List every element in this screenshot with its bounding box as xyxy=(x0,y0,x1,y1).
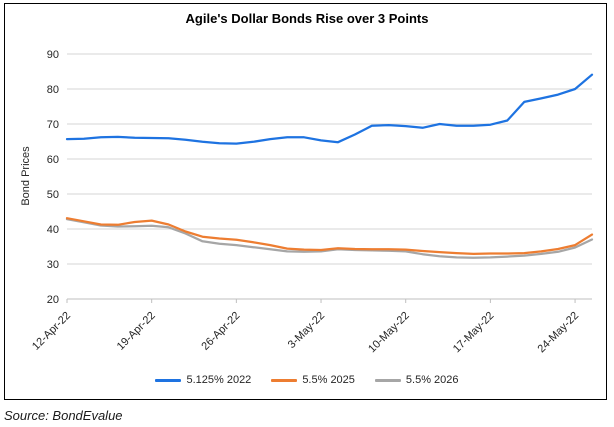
y-tick-label: 60 xyxy=(47,154,59,166)
x-tick-label: 19-Apr-22 xyxy=(115,310,158,353)
legend-swatch xyxy=(271,378,298,382)
x-tick-label: 12-Apr-22 xyxy=(30,310,73,353)
legend-label: 5.5% 2026 xyxy=(405,374,459,386)
x-tick-label: 10-May-22 xyxy=(366,310,412,356)
y-tick-label: 30 xyxy=(47,259,59,271)
legend-swatch xyxy=(374,378,401,382)
legend: 5.125% 2022 5.5% 2025 5.5% 2026 xyxy=(0,374,614,386)
source-caption: Source: BondEvalue xyxy=(4,408,123,423)
y-tick-label: 40 xyxy=(47,224,59,236)
legend-label: 5.5% 2025 xyxy=(302,374,355,386)
series-line-5.5%-2025 xyxy=(65,217,594,256)
series-line-5.125%-2022 xyxy=(65,73,594,145)
y-tick-label: 50 xyxy=(47,189,59,201)
y-tick-label: 90 xyxy=(47,49,59,61)
chart-frame xyxy=(4,3,607,400)
y-tick-label: 20 xyxy=(47,294,59,306)
x-tick-label: 17-May-22 xyxy=(451,310,497,356)
series-line-5.5%-2026 xyxy=(65,218,594,259)
legend-label: 5.125% 2022 xyxy=(186,374,252,386)
legend-swatch xyxy=(155,378,182,382)
y-tick-label: 80 xyxy=(47,84,59,96)
legend-item: 5.125% 2022 xyxy=(155,374,251,386)
x-tick-label: 26-Apr-22 xyxy=(199,310,242,353)
y-tick-label: 70 xyxy=(47,119,59,131)
x-tick-label: 3-May-22 xyxy=(286,310,327,351)
legend-item: 5.5% 2026 xyxy=(374,374,459,386)
chart-title: Agile's Dollar Bonds Rise over 3 Points xyxy=(185,11,429,26)
x-tick-label: 24-May-22 xyxy=(536,310,582,356)
legend-item: 5.5% 2025 xyxy=(271,374,355,386)
